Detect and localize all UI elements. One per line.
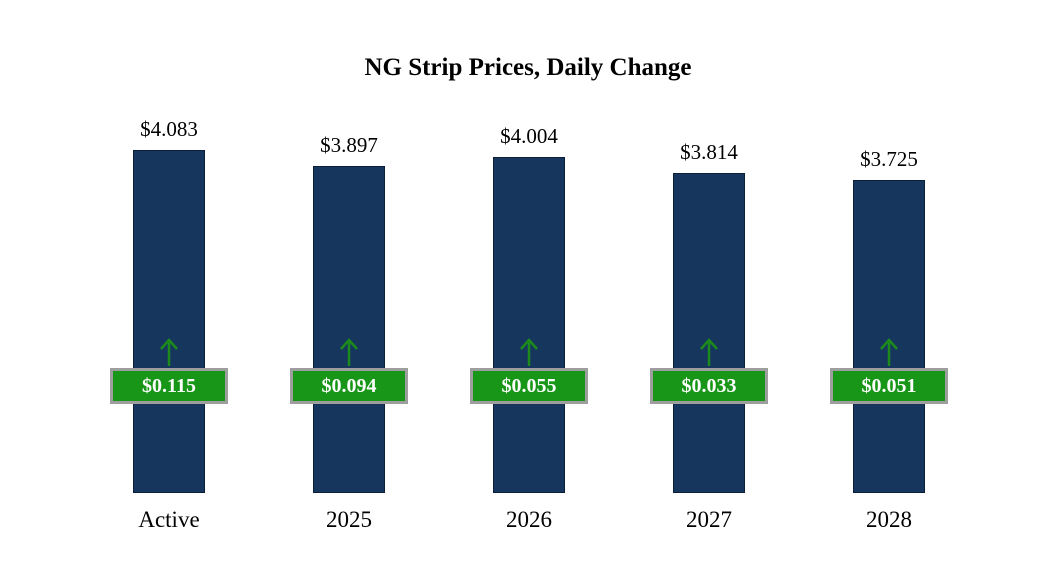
- bar-group: $4.083 $0.115 Active: [79, 98, 259, 553]
- ng-strip-price-chart: NG Strip Prices, Daily Change $4.083 $0.…: [0, 54, 1056, 576]
- daily-change-badge: $0.115: [110, 368, 228, 404]
- bar-group: $3.814 $0.033 2027: [619, 98, 799, 553]
- bar-group: $3.897 $0.094 2025: [259, 98, 439, 553]
- bar-value-label: $3.814: [680, 139, 738, 164]
- bar-group: $4.004 $0.055 2026: [439, 98, 619, 553]
- category-label: 2027: [686, 507, 732, 532]
- up-arrow-icon: [160, 338, 178, 366]
- bar-value-label: $3.897: [320, 132, 378, 157]
- up-arrow-icon: [880, 338, 898, 366]
- up-arrow-icon: [520, 338, 538, 366]
- strip-price-bar: [673, 172, 745, 493]
- daily-change-badge: $0.051: [830, 368, 948, 404]
- daily-change-badge: $0.033: [650, 368, 768, 404]
- strip-price-bar: [133, 150, 205, 493]
- strip-price-bar: [313, 165, 385, 493]
- daily-change-badge: $0.094: [290, 368, 408, 404]
- bar-value-label: $3.725: [860, 147, 918, 172]
- up-arrow-icon: [340, 338, 358, 366]
- plot-area: $4.083 $0.115 Active $3.897 $0.094 2025 …: [79, 98, 979, 553]
- category-label: 2026: [506, 507, 552, 532]
- daily-change-badge: $0.055: [470, 368, 588, 404]
- category-label: 2025: [326, 507, 372, 532]
- up-arrow-icon: [700, 338, 718, 366]
- category-label: 2028: [866, 507, 912, 532]
- strip-price-bar: [493, 156, 565, 493]
- bar-group: $3.725 $0.051 2028: [799, 98, 979, 553]
- bar-value-label: $4.004: [500, 123, 558, 148]
- bar-value-label: $4.083: [140, 117, 198, 141]
- chart-title: NG Strip Prices, Daily Change: [364, 54, 692, 81]
- category-label: Active: [138, 507, 200, 532]
- strip-price-bar: [853, 180, 925, 493]
